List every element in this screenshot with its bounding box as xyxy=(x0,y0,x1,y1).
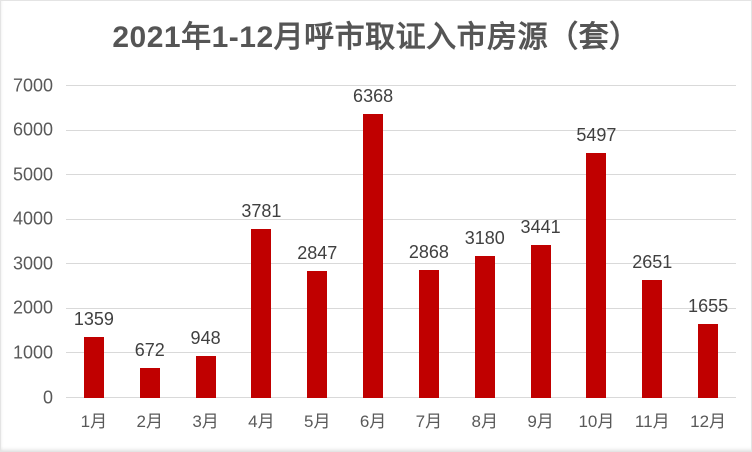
y-axis-tick-label: 2000 xyxy=(12,297,53,318)
grid-line: 3000 xyxy=(13,253,736,273)
bar-month-2 xyxy=(139,368,160,398)
bar-column: 3180 8月 xyxy=(457,86,513,431)
bar-month-11 xyxy=(642,279,663,398)
grid-line: 1000 xyxy=(13,342,736,362)
bar-column: 672 2月 xyxy=(122,86,178,431)
x-axis-line: 0 xyxy=(43,387,736,407)
y-axis-tick-label: 1000 xyxy=(12,342,53,363)
bar-month-6 xyxy=(363,114,384,398)
bar-month-1 xyxy=(83,337,104,398)
bar-value-label: 1359 xyxy=(73,309,114,330)
bar-value-label: 3781 xyxy=(241,201,282,222)
grid-line: 7000 xyxy=(13,75,736,95)
x-axis-tick-label: 6月 xyxy=(359,412,387,431)
bar-value-label: 2868 xyxy=(408,242,449,263)
x-axis-tick-label: 10月 xyxy=(578,412,615,431)
x-axis-tick-label: 2月 xyxy=(136,412,163,431)
plot-area: 0 1000 2000 3000 4000 5000 6000 7000 1359 1月 672 2月… xyxy=(13,75,736,431)
x-axis-tick-label: 7月 xyxy=(415,412,443,431)
x-axis-tick-label: 1月 xyxy=(80,412,108,431)
bar-month-9 xyxy=(530,244,551,398)
bar-value-label: 948 xyxy=(190,327,221,348)
y-axis-tick-label: 0 xyxy=(42,387,53,407)
x-axis-tick-label: 3月 xyxy=(192,412,219,431)
bar-value-label: 6368 xyxy=(353,86,394,107)
grid-line: 5000 xyxy=(13,164,736,184)
x-axis-tick-label: 9月 xyxy=(527,412,554,431)
bar-month-4 xyxy=(251,229,272,398)
x-axis-tick-label: 4月 xyxy=(248,412,275,431)
bar-column: 5497 10月 xyxy=(568,86,624,431)
x-axis-tick-label: 12月 xyxy=(690,412,727,431)
bar-month-7 xyxy=(418,270,439,398)
bar-column: 2651 11月 xyxy=(624,86,680,431)
bar-column: 2868 7月 xyxy=(401,86,457,431)
chart-title: 2021年1-12月呼市取证入市房源（套） xyxy=(112,21,640,54)
x-axis-tick-label: 8月 xyxy=(471,412,498,431)
bar-value-label: 3441 xyxy=(520,216,561,237)
bar-month-10 xyxy=(586,153,607,398)
bar-column: 3441 9月 xyxy=(513,86,569,431)
bar-month-12 xyxy=(698,324,719,398)
bar-value-label: 3180 xyxy=(464,228,505,249)
grid-line: 2000 xyxy=(13,298,736,318)
y-axis-tick-label: 4000 xyxy=(12,208,53,229)
bar-column: 2847 5月 xyxy=(289,86,345,431)
bar-value-label: 2651 xyxy=(632,251,673,272)
y-axis-tick-label: 5000 xyxy=(12,164,53,185)
bar-value-label: 1655 xyxy=(688,296,729,317)
bar-month-5 xyxy=(307,271,328,398)
bar-month-3 xyxy=(195,355,216,398)
grid-line: 6000 xyxy=(13,120,736,140)
bar-column: 3781 4月 xyxy=(233,86,289,431)
x-axis-tick-label: 5月 xyxy=(304,412,331,431)
bar-column: 6368 6月 xyxy=(345,86,401,431)
y-axis-tick-label: 3000 xyxy=(12,253,53,274)
y-axis-tick-label: 6000 xyxy=(12,119,53,140)
bar-column: 1359 1月 xyxy=(66,86,122,431)
grid-line: 4000 xyxy=(13,209,736,229)
y-axis-tick-label: 7000 xyxy=(12,75,53,95)
x-axis-tick-label: 11月 xyxy=(634,412,670,431)
bar-column: 1655 12月 xyxy=(680,86,736,431)
bar-value-label: 2847 xyxy=(297,243,338,264)
bar-column: 948 3月 xyxy=(178,86,234,431)
bar-value-label: 672 xyxy=(134,340,165,361)
bar-month-8 xyxy=(474,256,495,398)
bar-value-label: 5497 xyxy=(576,125,617,145)
